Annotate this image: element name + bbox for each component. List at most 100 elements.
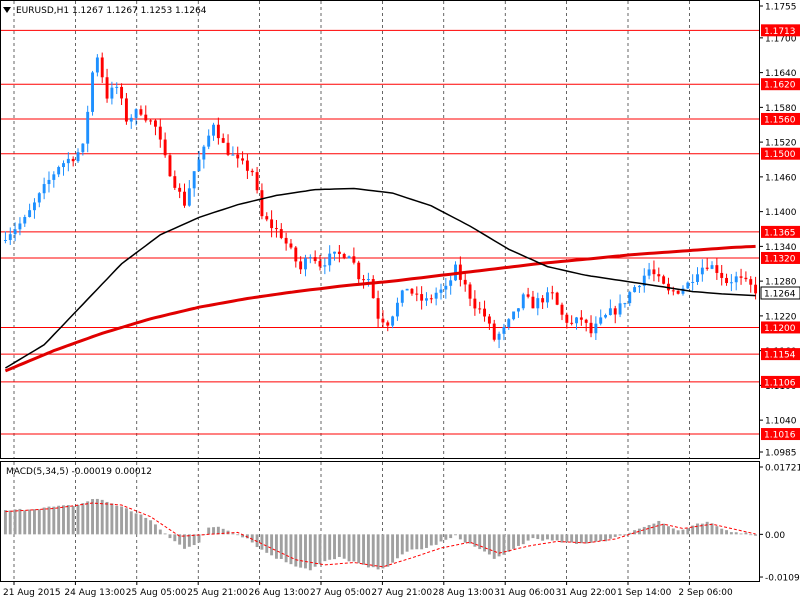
candle-body (357, 262, 361, 280)
macd-bar (681, 529, 685, 535)
level-label-bg (761, 147, 800, 160)
candle-body (420, 294, 424, 301)
candle-body (516, 308, 520, 312)
macd-bar (739, 533, 743, 535)
macd-bar (352, 534, 356, 562)
macd-bar (245, 534, 249, 539)
candle-body (245, 160, 249, 171)
time-tick-label: 2 Sep 06:00 (678, 588, 733, 598)
macd-bar (115, 505, 119, 535)
candle-body (729, 282, 733, 284)
time-tick-label: 31 Aug 22:00 (556, 588, 617, 598)
macd-bar (318, 534, 322, 565)
macd-bar (599, 534, 603, 542)
candle-body (192, 171, 196, 189)
macd-signal-line (5, 502, 756, 568)
candle-body (76, 152, 80, 162)
candle-body (531, 296, 535, 309)
symbol-header: EURUSD,H1 1.1267 1.1267 1.1253 1.1264 (3, 6, 207, 16)
macd-bar (328, 534, 332, 560)
candle-body (681, 288, 685, 294)
level-label: 1.1500 (764, 150, 796, 160)
macd-bar (425, 534, 428, 548)
macd-bar (657, 520, 661, 535)
macd-bar (633, 530, 637, 535)
candle-body (478, 308, 482, 310)
macd-bar (120, 506, 124, 535)
macd-bar (449, 534, 453, 539)
candle-body (473, 298, 477, 309)
candle-body (570, 322, 574, 324)
candle-body (575, 317, 578, 324)
level-label-bg (761, 348, 800, 361)
macd-bar (536, 534, 540, 540)
macd-bar (308, 534, 312, 571)
candle-body (105, 77, 109, 99)
macd-bar (715, 526, 719, 535)
macd-bar (744, 532, 748, 535)
macd-bar (637, 528, 641, 535)
candle-body (3, 240, 7, 242)
macd-tick-label: 0.00 (765, 531, 785, 541)
candle-body (410, 288, 414, 294)
macd-bar (546, 534, 549, 540)
candle-body (405, 288, 409, 291)
macd-tick-label: -0.01091 (765, 574, 800, 584)
candle-body (134, 109, 138, 118)
price-tick-label: 1.1640 (765, 69, 797, 79)
macd-bar (691, 525, 695, 535)
main-pane-frame (0, 0, 760, 459)
candle-body (270, 219, 274, 229)
candle-body (565, 314, 569, 323)
candle-body (352, 256, 356, 263)
macd-bar (410, 534, 414, 550)
macd-bar (570, 534, 574, 543)
candle-body (62, 163, 65, 168)
macd-bar (502, 534, 506, 555)
candle-body (623, 303, 627, 305)
level-label-bg (761, 225, 800, 238)
time-tick-label: 25 Aug 21:00 (187, 588, 248, 598)
candle-body (744, 277, 748, 280)
level-label-bg (761, 321, 800, 334)
candle-body (710, 265, 714, 269)
macd-bar (478, 534, 482, 550)
candle-body (95, 57, 99, 73)
macd-bar (386, 534, 390, 567)
candle-body (686, 282, 690, 289)
symbol-info: EURUSD,H1 1.1267 1.1267 1.1253 1.1264 (16, 6, 207, 16)
candle-body (347, 256, 351, 259)
candle-body (81, 143, 85, 153)
level-label: 1.1016 (764, 431, 796, 441)
macd-bar (454, 534, 457, 536)
price-tick-label: 1.1340 (765, 243, 797, 253)
macd-bar (487, 534, 491, 555)
macd-bar (197, 534, 201, 543)
candle-body (304, 258, 307, 270)
candle-body (594, 323, 598, 334)
candle-body (231, 154, 235, 156)
candle-body (613, 308, 617, 315)
macd-bar (139, 514, 143, 535)
candle-body (216, 124, 220, 139)
macd-bar (628, 532, 632, 535)
macd-bar (337, 534, 341, 557)
macd-bar (100, 499, 104, 535)
macd-bar (221, 528, 225, 535)
dropdown-triangle-icon[interactable] (3, 7, 11, 13)
macd-bar (473, 534, 477, 547)
macd-bar (700, 523, 704, 535)
macd-bar (507, 534, 511, 552)
candle-body (139, 109, 143, 115)
candle-body (652, 269, 656, 275)
candle-body (637, 285, 641, 288)
macd-bar (362, 534, 366, 565)
macd-bar (149, 520, 153, 535)
price-tick-label: 1.1400 (765, 208, 797, 218)
candle-body (429, 298, 433, 300)
macd-bar (323, 534, 327, 562)
macd-bar (134, 513, 138, 535)
candle-body (158, 126, 162, 140)
macd-bar (255, 534, 259, 548)
